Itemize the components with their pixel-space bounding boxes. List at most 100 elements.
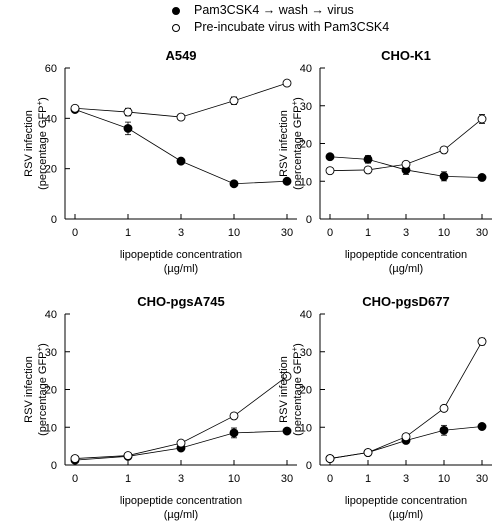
y-axis-sublabel: (percentage GFP+) (290, 343, 304, 436)
data-point-filled (123, 123, 133, 133)
y-axis-label: RSV infection (23, 356, 35, 423)
x-tick-label: 30 (281, 473, 293, 485)
x-axis-unit-label: (µg/ml) (389, 263, 423, 275)
x-tick-label: 10 (228, 227, 240, 239)
x-axis-label: lipopeptide concentration (345, 249, 467, 261)
chart-panel-cho-pgsd677: CHO-pgsD677 0 10 20 30 40 0 1 3 10 30 lipopeptide c… (278, 294, 492, 521)
data-point-open (477, 337, 487, 347)
legend-label: Pam3CSK4 → wash → virus (194, 3, 354, 17)
y-tick-label: 10 (45, 422, 57, 434)
data-point-open (401, 159, 411, 169)
y-tick-label: 40 (300, 63, 312, 75)
data-point-filled (325, 152, 335, 162)
data-point-open (401, 432, 411, 442)
y-tick-label: 0 (306, 214, 312, 226)
y-tick-label: 20 (45, 385, 57, 397)
x-axis-unit-label: (µg/ml) (164, 509, 198, 521)
x-tick-label: 30 (476, 227, 488, 239)
y-tick-label: 20 (300, 385, 312, 397)
x-tick-label: 3 (178, 227, 184, 239)
open-circle-icon (172, 23, 180, 32)
y-tick-label: 10 (300, 422, 312, 434)
x-tick-label: 1 (125, 227, 131, 239)
y-tick-label: 40 (300, 309, 312, 321)
y-axis-label: RSV infection (278, 356, 290, 423)
y-axis-sublabel: (percentage GFP+) (35, 97, 49, 190)
data-point-filled (439, 425, 449, 435)
chart-title: CHO-pgsA745 (137, 294, 224, 309)
filled-circle-icon (172, 6, 180, 15)
data-point-open (325, 454, 335, 464)
chart-title: CHO-K1 (381, 48, 431, 63)
data-point-open (282, 371, 292, 381)
y-axis-label: RSV infection (23, 110, 35, 177)
x-tick-label: 1 (365, 473, 371, 485)
data-point-open (176, 438, 186, 448)
x-tick-label: 30 (476, 473, 488, 485)
data-point-open (325, 166, 335, 176)
y-axis-sublabel: (percentage GFP+) (35, 343, 49, 436)
data-point-open (123, 107, 133, 117)
data-point-filled (477, 173, 487, 182)
data-point-open (439, 145, 449, 155)
y-tick-label: 0 (51, 214, 57, 226)
data-point-filled (282, 426, 292, 436)
y-tick-label: 0 (306, 460, 312, 472)
data-point-filled (477, 422, 487, 431)
x-tick-label: 3 (178, 473, 184, 485)
data-point-open (282, 78, 292, 88)
x-axis-label: lipopeptide concentration (120, 495, 242, 507)
y-tick-label: 10 (300, 176, 312, 188)
x-tick-label: 1 (365, 227, 371, 239)
x-axis-unit-label: (µg/ml) (164, 263, 198, 275)
data-point-open (363, 165, 373, 175)
y-tick-label: 20 (45, 164, 57, 176)
data-point-filled (439, 171, 449, 181)
x-tick-label: 0 (327, 227, 333, 239)
y-tick-label: 30 (300, 347, 312, 359)
data-point-filled (229, 179, 239, 189)
x-axis-label: lipopeptide concentration (120, 249, 242, 261)
data-point-open (176, 112, 186, 122)
data-point-filled (282, 176, 292, 186)
data-point-filled (363, 154, 373, 164)
y-tick-label: 40 (45, 309, 57, 321)
data-point-open (123, 451, 133, 461)
x-axis-label: lipopeptide concentration (345, 495, 467, 507)
data-point-open (229, 411, 239, 421)
chart-title: A549 (165, 48, 196, 63)
chart-title: CHO-pgsD677 (362, 294, 449, 309)
legend-label: Pre-incubate virus with Pam3CSK4 (194, 20, 390, 34)
data-point-open (477, 114, 487, 124)
x-tick-label: 3 (403, 227, 409, 239)
data-point-open (229, 96, 239, 106)
chart-panel-a549: A549 0 20 40 60 0 1 3 10 30 lipopeptide concentrat… (23, 48, 297, 275)
y-tick-label: 0 (51, 460, 57, 472)
x-tick-label: 3 (403, 473, 409, 485)
x-tick-label: 0 (72, 473, 78, 485)
x-axis-unit-label: (µg/ml) (389, 509, 423, 521)
y-axis-label: RSV infection (278, 110, 290, 177)
legend-item-preincubate-virus: Pre-incubate virus with Pam3CSK4 (172, 19, 389, 36)
y-tick-label: 60 (45, 63, 57, 75)
legend-item-pam3csk4-wash-virus: Pam3CSK4 → wash → virus (172, 2, 389, 19)
chart-panel-cho-pgsa745: CHO-pgsA745 0 10 20 30 40 0 1 3 10 30 lipopeptide c… (23, 294, 297, 521)
y-axis-sublabel: (percentage GFP+) (290, 97, 304, 190)
x-tick-label: 1 (125, 473, 131, 485)
data-point-open (439, 403, 449, 413)
y-tick-label: 20 (300, 139, 312, 151)
x-tick-label: 10 (438, 227, 450, 239)
x-tick-label: 30 (281, 227, 293, 239)
data-point-open (70, 103, 80, 113)
x-tick-label: 0 (327, 473, 333, 485)
x-tick-label: 10 (228, 473, 240, 485)
y-tick-label: 40 (45, 113, 57, 125)
data-point-filled (229, 428, 239, 438)
y-tick-label: 30 (300, 101, 312, 113)
x-tick-label: 10 (438, 473, 450, 485)
data-point-open (70, 454, 80, 464)
x-tick-label: 0 (72, 227, 78, 239)
chart-panel-cho-k1: CHO-K1 0 10 20 30 40 0 1 3 10 30 lipopeptide concen… (278, 48, 492, 275)
y-tick-label: 30 (45, 347, 57, 359)
